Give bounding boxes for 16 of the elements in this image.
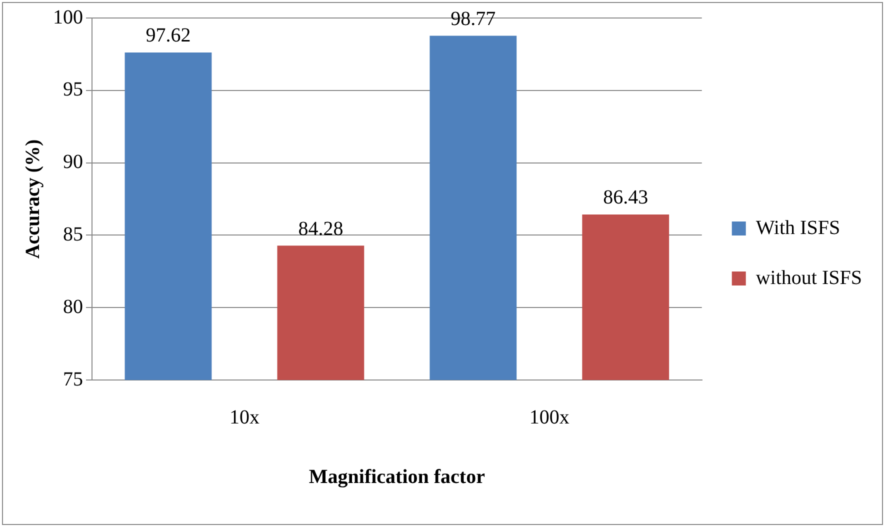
y-axis-title: Accuracy (%) bbox=[22, 139, 44, 259]
data-label: 84.28 bbox=[298, 218, 344, 240]
data-label: 98.77 bbox=[450, 8, 496, 30]
legend-label: without ISFS bbox=[756, 266, 862, 289]
data-label: 97.62 bbox=[146, 24, 191, 47]
y-tick-label: 85 bbox=[63, 223, 83, 246]
y-tick-label: 90 bbox=[63, 151, 83, 174]
x-tick-label: 100x bbox=[529, 406, 570, 428]
x-axis-title: Magnification factor bbox=[308, 466, 486, 488]
data-label: 86.43 bbox=[603, 186, 648, 209]
x-tick-label: 10x bbox=[229, 406, 260, 428]
legend-label: With ISFS bbox=[756, 216, 840, 239]
y-tick-label: 80 bbox=[63, 296, 83, 318]
y-tick-label: 95 bbox=[63, 78, 83, 101]
y-tick-label: 75 bbox=[63, 368, 83, 390]
y-tick-label: 100 bbox=[53, 6, 83, 28]
